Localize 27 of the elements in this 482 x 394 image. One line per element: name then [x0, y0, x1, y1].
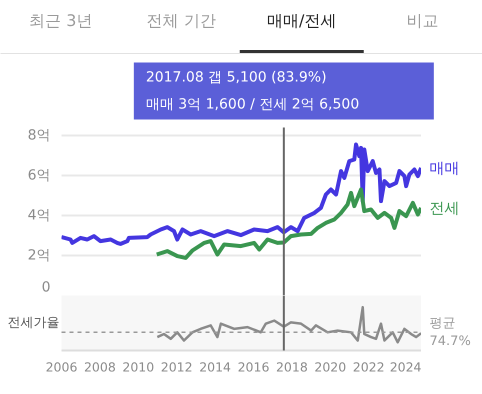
y-tick-label: 6억 [28, 168, 51, 184]
x-tick-label: 2018 [276, 360, 308, 374]
text: 매매 3억 1,600 / 전세 2억 6,500 [146, 96, 360, 112]
y-tick-label: 4억 [28, 208, 51, 224]
text: 매매/전세 [267, 11, 336, 30]
text: 비교 [406, 11, 438, 30]
text: 2017.08 갭 5,100 (83.9%) [146, 70, 327, 86]
text: 최근 3년 [29, 11, 92, 30]
y-tick-label: 0 [42, 280, 51, 296]
y-tick-label: 2억 [28, 248, 51, 264]
line-series [62, 142, 421, 246]
text: 전체 기간 [146, 11, 216, 30]
series-label: 전세 [430, 198, 460, 217]
x-tick-label: 2010 [122, 360, 154, 374]
x-tick-label: 2014 [199, 360, 232, 374]
x-tick-label: 2016 [238, 360, 270, 374]
x-tick-label: 2012 [160, 360, 193, 374]
series-label: 매매 [430, 158, 460, 177]
x-tick-label: 2008 [84, 360, 116, 374]
y-axis-title: 전세가율 [8, 316, 60, 330]
ref-line-label: 평균 74.7% [430, 316, 471, 349]
x-tick-label: 2020 [314, 360, 346, 374]
x-tick-label: 2006 [46, 360, 78, 374]
line-series [154, 188, 421, 260]
x-tick-label: 2022 [352, 360, 385, 374]
x-tick-label: 2024 [390, 360, 422, 374]
y-tick-label: 8억 [28, 128, 51, 144]
